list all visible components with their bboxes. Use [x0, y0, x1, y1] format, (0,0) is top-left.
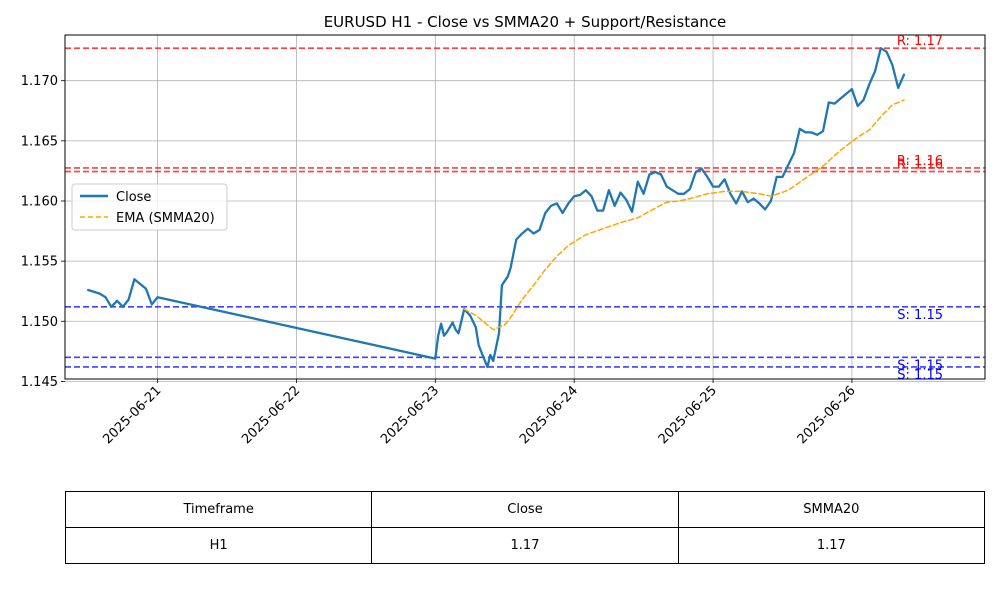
- legend: Close EMA (SMMA20): [71, 183, 228, 231]
- support-label: S: 1.15: [897, 308, 943, 323]
- support-resistance-levels: [65, 47, 985, 368]
- table-header-cell: Close: [371, 491, 679, 528]
- y-tick-label: 1.160: [21, 194, 58, 209]
- x-axis: 2025-06-21 2025-06-22 2025-06-23 2025-06-24…: [100, 379, 859, 447]
- x-tick-label: 2025-06-22: [239, 383, 303, 447]
- table-cell: 1.17: [371, 527, 679, 564]
- table-cell: H1: [64, 527, 373, 564]
- plot-frame: [64, 34, 986, 380]
- x-tick-label: 2025-06-24: [517, 383, 581, 447]
- y-tick-label: 1.145: [21, 375, 58, 390]
- resistance-label: R: 1.17: [897, 34, 943, 49]
- legend-label-smma: EMA (SMMA20): [116, 211, 215, 226]
- resistance-label: R: 1.16: [897, 158, 943, 173]
- x-tick-label: 2025-06-26: [795, 383, 859, 447]
- x-tick-label: 2025-06-25: [656, 383, 720, 447]
- resistance-label: R: 1.16: [897, 154, 943, 169]
- x-tick-label: 2025-06-23: [378, 383, 442, 447]
- y-tick-label: 1.155: [21, 255, 58, 270]
- series: [86, 47, 906, 369]
- y-axis: 1.145 1.150 1.155 1.160 1.165 1.170: [21, 74, 65, 390]
- table-row: H1 1.17 1.17: [64, 527, 986, 564]
- table-header-row: Timeframe Close SMMA20: [64, 491, 986, 528]
- table-header-cell: SMMA20: [677, 491, 986, 528]
- smma-line: [463, 99, 905, 331]
- support-label: S: 1.15: [897, 368, 943, 383]
- legend-label-close: Close: [116, 190, 151, 205]
- table-cell: 1.17: [677, 527, 986, 564]
- y-tick-label: 1.170: [21, 74, 58, 89]
- chart-title: EURUSD H1 - Close vs SMMA20 + Support/Re…: [324, 13, 727, 31]
- table-header-cell: Timeframe: [64, 491, 373, 528]
- y-tick-label: 1.165: [21, 134, 58, 149]
- legend-box: [71, 183, 228, 231]
- x-tick-label: 2025-06-21: [100, 383, 164, 447]
- close-line: [86, 47, 906, 369]
- level-labels: R: 1.17R: 1.16R: 1.16S: 1.15S: 1.15S: 1.…: [897, 34, 943, 383]
- support-label: S: 1.15: [897, 358, 943, 373]
- grid: [65, 35, 985, 382]
- summary-table: Timeframe Close SMMA20 H1 1.17 1.17: [64, 491, 986, 564]
- y-tick-label: 1.150: [21, 315, 58, 330]
